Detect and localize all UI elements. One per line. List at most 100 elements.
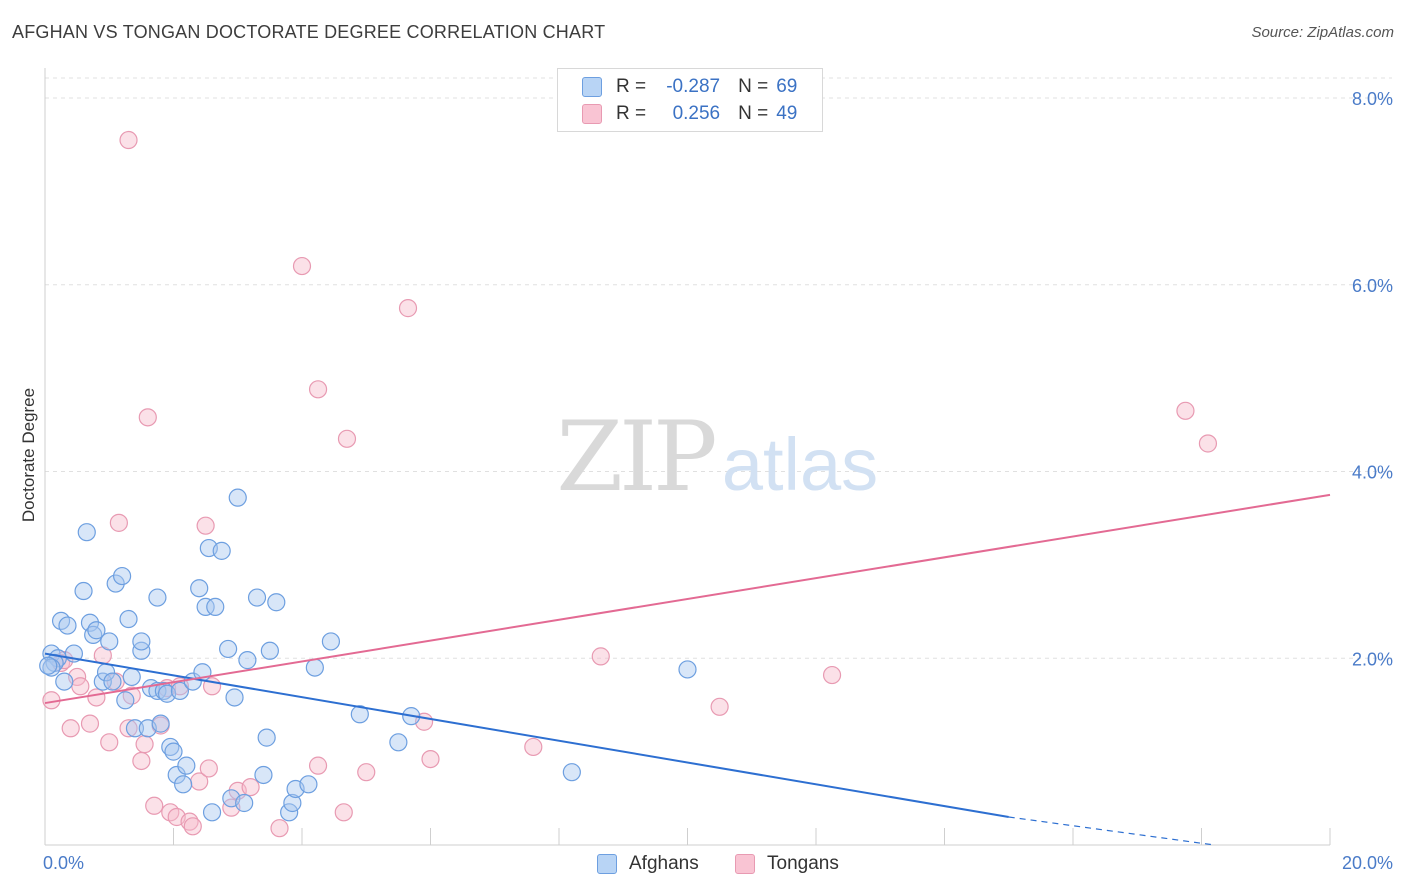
- gridlines: [45, 77, 1392, 659]
- afghans-point: [174, 775, 193, 794]
- tongans-point: [270, 819, 289, 838]
- afghans-point: [202, 803, 222, 822]
- afghans-points: [39, 488, 697, 822]
- afghans-point: [254, 765, 273, 785]
- afghans-point: [212, 541, 231, 560]
- afghans-point: [299, 775, 318, 794]
- tongans-point: [308, 380, 328, 399]
- afghans-point: [562, 763, 581, 782]
- afghans-point: [58, 616, 77, 635]
- tongans-point: [196, 516, 215, 535]
- afghans-point: [148, 588, 167, 607]
- tongans-point: [183, 817, 202, 836]
- afghans-point: [283, 793, 302, 813]
- watermark-atlas: atlas: [722, 423, 878, 506]
- tongans-point: [334, 803, 353, 822]
- legend-item-tongans[interactable]: Tongans: [735, 852, 839, 876]
- afghans-point: [389, 733, 408, 752]
- afghans-point: [122, 667, 141, 687]
- afghans-point: [154, 681, 173, 701]
- stats-legend: R = -0.287 N = 69 R = 0.256 N = 49: [557, 68, 823, 132]
- tongans-point: [308, 756, 328, 775]
- tongans-point: [109, 513, 128, 532]
- tongans-legend-swatch: [735, 854, 755, 874]
- tongans-point: [132, 751, 151, 771]
- tongans-points: [42, 130, 1218, 838]
- source-label: Source: ZipAtlas.com: [1251, 24, 1394, 41]
- afghans-point: [225, 688, 244, 707]
- legend-row-tongans: R = 0.256 N = 49: [582, 102, 797, 126]
- afghans-point: [235, 793, 254, 813]
- tongans-trend-line: [44, 493, 1331, 705]
- tongans-point: [292, 256, 312, 276]
- r-value-tongans: 0.256: [672, 103, 721, 124]
- afghans-point: [125, 719, 145, 738]
- tongans-point: [145, 796, 164, 815]
- afghans-point: [238, 651, 257, 670]
- trend-lines: [44, 493, 1331, 846]
- afghans-point: [257, 728, 276, 747]
- y-tick-label: 6.0%: [1352, 276, 1393, 296]
- afghans-point: [260, 641, 279, 660]
- afghans-point: [42, 658, 61, 677]
- tongans-point: [119, 130, 138, 150]
- n-label: N =: [738, 103, 769, 124]
- afghans-point: [678, 660, 697, 679]
- tongans-point: [100, 733, 119, 752]
- afghans-point: [106, 574, 125, 593]
- tongans-point: [591, 647, 610, 666]
- chart-title: AFGHAN VS TONGAN DOCTORATE DEGREE CORREL…: [12, 22, 606, 42]
- afghans-point: [196, 597, 215, 616]
- axes: [44, 68, 1331, 846]
- afghans-point: [77, 523, 96, 542]
- legend-row-afghans: R = -0.287 N = 69: [582, 75, 797, 99]
- afghans-point: [55, 672, 74, 691]
- afghans-point: [132, 632, 151, 651]
- afghans-legend-label: Afghans: [629, 853, 699, 874]
- tongans-point: [1176, 401, 1195, 420]
- afghans-trend-line: [44, 652, 1009, 818]
- afghans-point: [267, 593, 286, 612]
- tongans-point: [87, 688, 106, 707]
- afghans-point: [305, 658, 324, 677]
- r-label: R =: [616, 103, 647, 124]
- x-tick-label: 20.0%: [1342, 853, 1393, 873]
- afghans-point: [177, 756, 196, 775]
- afghans-point: [247, 588, 267, 607]
- tongans-point: [138, 408, 157, 427]
- tongans-point: [241, 778, 260, 797]
- tongans-point: [710, 697, 729, 716]
- n-value-tongans: 49: [776, 103, 798, 124]
- afghans-point: [132, 641, 151, 660]
- afghans-point: [350, 705, 369, 724]
- tongans-point: [80, 714, 100, 733]
- tick-labels: 2.0% 4.0% 6.0% 8.0% 0.0% 20.0%: [43, 89, 1393, 873]
- y-tick-label: 2.0%: [1352, 649, 1393, 669]
- afghans-point: [228, 488, 247, 507]
- tongans-point: [357, 763, 376, 782]
- afghans-point: [190, 579, 209, 598]
- tongans-swatch: [582, 104, 602, 124]
- afghans-point: [103, 672, 122, 691]
- tongans-point: [135, 735, 154, 754]
- afghans-point: [100, 632, 119, 651]
- r-value-afghans: -0.287: [666, 76, 721, 97]
- y-tick-label: 4.0%: [1352, 463, 1393, 483]
- afghans-point: [119, 609, 138, 629]
- n-label: N =: [738, 76, 769, 97]
- afghans-trend-extension: [1008, 816, 1215, 846]
- afghans-point: [116, 691, 135, 710]
- tongans-point: [119, 719, 138, 738]
- r-label: R =: [616, 76, 647, 97]
- tongans-point: [71, 677, 90, 696]
- afghans-point: [206, 597, 225, 616]
- afghans-point: [74, 581, 93, 601]
- y-tick-label: 8.0%: [1352, 89, 1393, 109]
- afghans-point: [87, 621, 106, 640]
- tongans-point: [421, 749, 440, 769]
- legend-item-afghans[interactable]: Afghans: [597, 852, 699, 876]
- afghans-point: [167, 765, 186, 785]
- afghans-point: [151, 714, 170, 733]
- watermark: ZIP atlas: [556, 401, 878, 513]
